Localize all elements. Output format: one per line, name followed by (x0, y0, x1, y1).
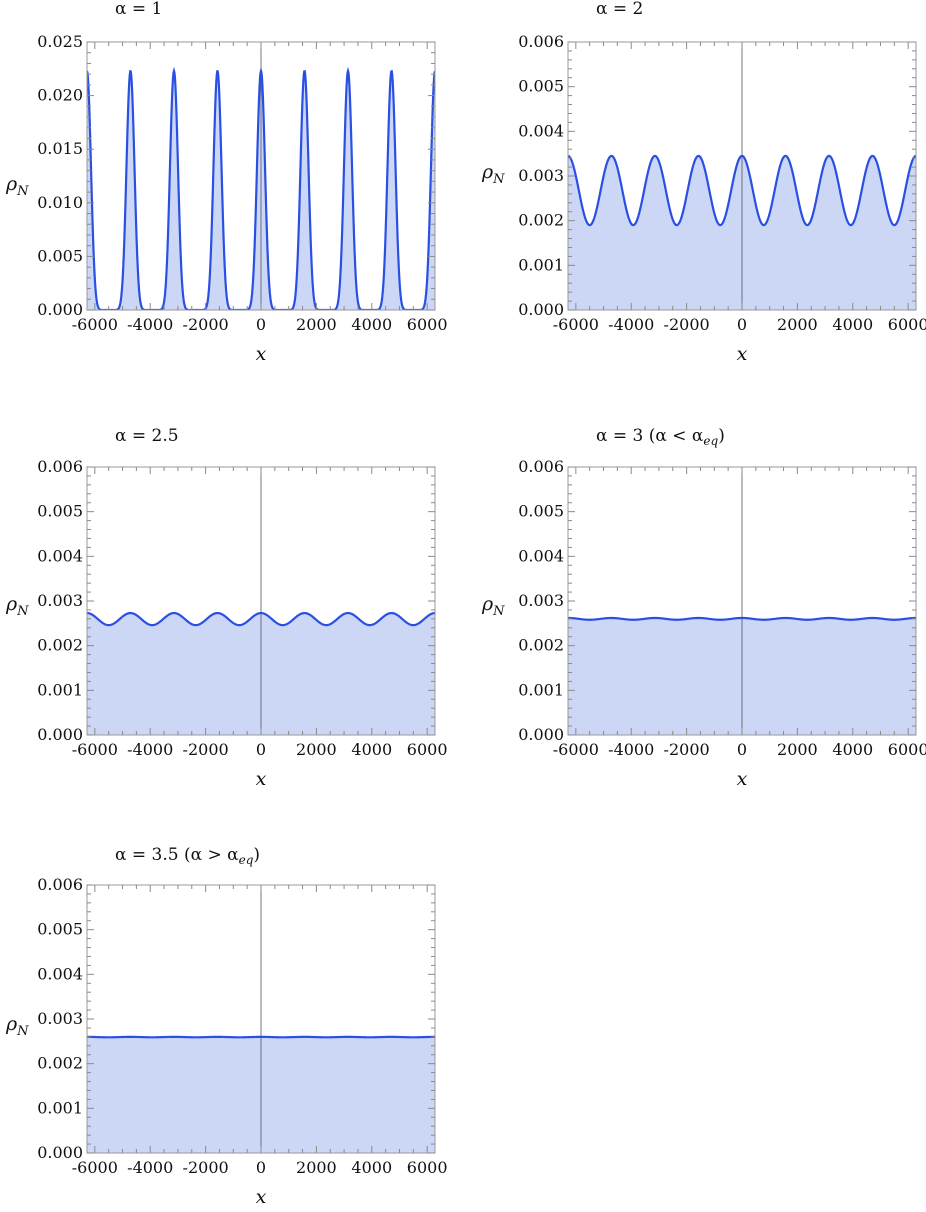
x-tick-label: 0 (737, 315, 747, 334)
density-curve (568, 616, 916, 621)
panel-title: α = 3 (α < αeq) (596, 426, 725, 448)
density-curve (568, 154, 916, 227)
x-tick-label: -4000 (127, 315, 173, 334)
x-tick-label: 0 (256, 740, 266, 759)
y-tick-label: 0.005 (37, 502, 83, 521)
y-tick-label: 0.004 (518, 546, 564, 565)
chart-panel-2: -6000 -4000 -2000 0 2000 4000 6000 0.000 0.001 0.… (481, 0, 926, 365)
y-tick-label: 0.001 (37, 680, 83, 699)
chart-panel-3: -6000 -4000 -2000 0 2000 4000 6000 0.000 0.001 0.… (5, 426, 448, 790)
y-tick-label: 0.025 (37, 32, 83, 51)
chart-panel-4: -6000 -4000 -2000 0 2000 4000 6000 0.000 0.001 0.… (481, 426, 926, 790)
panel-title: α = 2 (596, 0, 643, 19)
x-axis-title: x (256, 1186, 267, 1208)
x-tick-label: -6000 (72, 315, 118, 334)
x-tick-label: 2000 (296, 1158, 337, 1177)
x-axis-title: x (737, 343, 748, 365)
y-tick-label: 0.004 (37, 964, 83, 983)
y-tick-label: 0.001 (518, 680, 564, 699)
y-tick-label: 0.006 (518, 457, 564, 476)
y-tick-label: 0.000 (37, 725, 83, 744)
x-tick-label: -4000 (127, 1158, 173, 1177)
x-tick-label: -2000 (183, 740, 229, 759)
x-tick-label: 6000 (407, 1158, 448, 1177)
x-axis-title: x (256, 343, 267, 365)
x-tick-label: 2000 (296, 740, 337, 759)
y-tick-label: 0.002 (37, 1054, 83, 1073)
y-tick-label: 0.003 (518, 591, 564, 610)
x-tick-label: 4000 (351, 740, 392, 759)
x-tick-label: -2000 (664, 740, 710, 759)
x-tick-label: -4000 (608, 315, 654, 334)
x-tick-label: 0 (256, 315, 266, 334)
x-tick-label: -2000 (664, 315, 710, 334)
x-tick-label: -6000 (553, 740, 599, 759)
y-tick-label: 0.002 (37, 636, 83, 655)
y-tick-label: 0.006 (37, 457, 83, 476)
x-tick-label: 2000 (777, 740, 818, 759)
x-tick-label: 4000 (351, 315, 392, 334)
panel-title: α = 1 (115, 0, 162, 19)
chart-panel-5: -6000 -4000 -2000 0 2000 4000 6000 0.000 0.001 0.… (5, 845, 448, 1208)
x-tick-label: -4000 (608, 740, 654, 759)
panel-title: α = 3.5 (α > αeq) (115, 845, 260, 867)
x-tick-label: -6000 (72, 740, 118, 759)
y-tick-label: 0.003 (518, 166, 564, 185)
y-tick-label: 0.005 (518, 77, 564, 96)
panel-title: α = 2.5 (115, 426, 179, 446)
x-tick-label: -4000 (127, 740, 173, 759)
y-tick-label: 0.003 (37, 1009, 83, 1028)
x-tick-label: 2000 (296, 315, 337, 334)
y-tick-label: 0.010 (37, 193, 83, 212)
x-tick-label: 4000 (351, 1158, 392, 1177)
y-tick-label: 0.004 (518, 121, 564, 140)
y-tick-label: 0.001 (518, 255, 564, 274)
x-tick-label: 6000 (888, 315, 926, 334)
y-axis-title: ρN (481, 161, 505, 187)
y-tick-label: 0.005 (518, 502, 564, 521)
x-tick-label: 0 (256, 1158, 266, 1177)
x-tick-label: -6000 (553, 315, 599, 334)
y-tick-label: 0.000 (37, 300, 83, 319)
y-tick-label: 0.000 (518, 300, 564, 319)
y-axis-title: ρN (5, 173, 29, 199)
x-tick-label: 0 (737, 740, 747, 759)
y-tick-label: 0.000 (37, 1143, 83, 1162)
y-axis-title: ρN (5, 593, 29, 619)
x-tick-label: 2000 (777, 315, 818, 334)
y-tick-label: 0.002 (518, 211, 564, 230)
y-tick-label: 0.006 (518, 32, 564, 51)
chart-panel-1: -6000 -4000 -2000 0 2000 4000 6000 0.000 0.005 0.… (5, 0, 448, 365)
y-tick-label: 0.005 (37, 246, 83, 265)
y-tick-label: 0.002 (518, 636, 564, 655)
x-tick-label: 4000 (832, 315, 873, 334)
x-axis-title: x (737, 768, 748, 790)
y-tick-label: 0.004 (37, 546, 83, 565)
y-axis-title: ρN (5, 1013, 29, 1039)
y-tick-label: 0.015 (37, 139, 83, 158)
y-tick-label: 0.003 (37, 591, 83, 610)
y-axis-title: ρN (481, 593, 505, 619)
y-tick-label: 0.005 (37, 920, 83, 939)
x-tick-label: -6000 (72, 1158, 118, 1177)
y-tick-label: 0.001 (37, 1098, 83, 1117)
x-tick-label: -2000 (183, 315, 229, 334)
y-tick-label: 0.020 (37, 86, 83, 105)
y-tick-label: 0.006 (37, 875, 83, 894)
x-tick-label: 6000 (888, 740, 926, 759)
x-tick-label: 4000 (832, 740, 873, 759)
x-tick-label: 6000 (407, 315, 448, 334)
density-curve (87, 611, 435, 627)
x-axis-title: x (256, 768, 267, 790)
x-tick-label: -2000 (183, 1158, 229, 1177)
x-tick-label: 6000 (407, 740, 448, 759)
y-tick-label: 0.000 (518, 725, 564, 744)
